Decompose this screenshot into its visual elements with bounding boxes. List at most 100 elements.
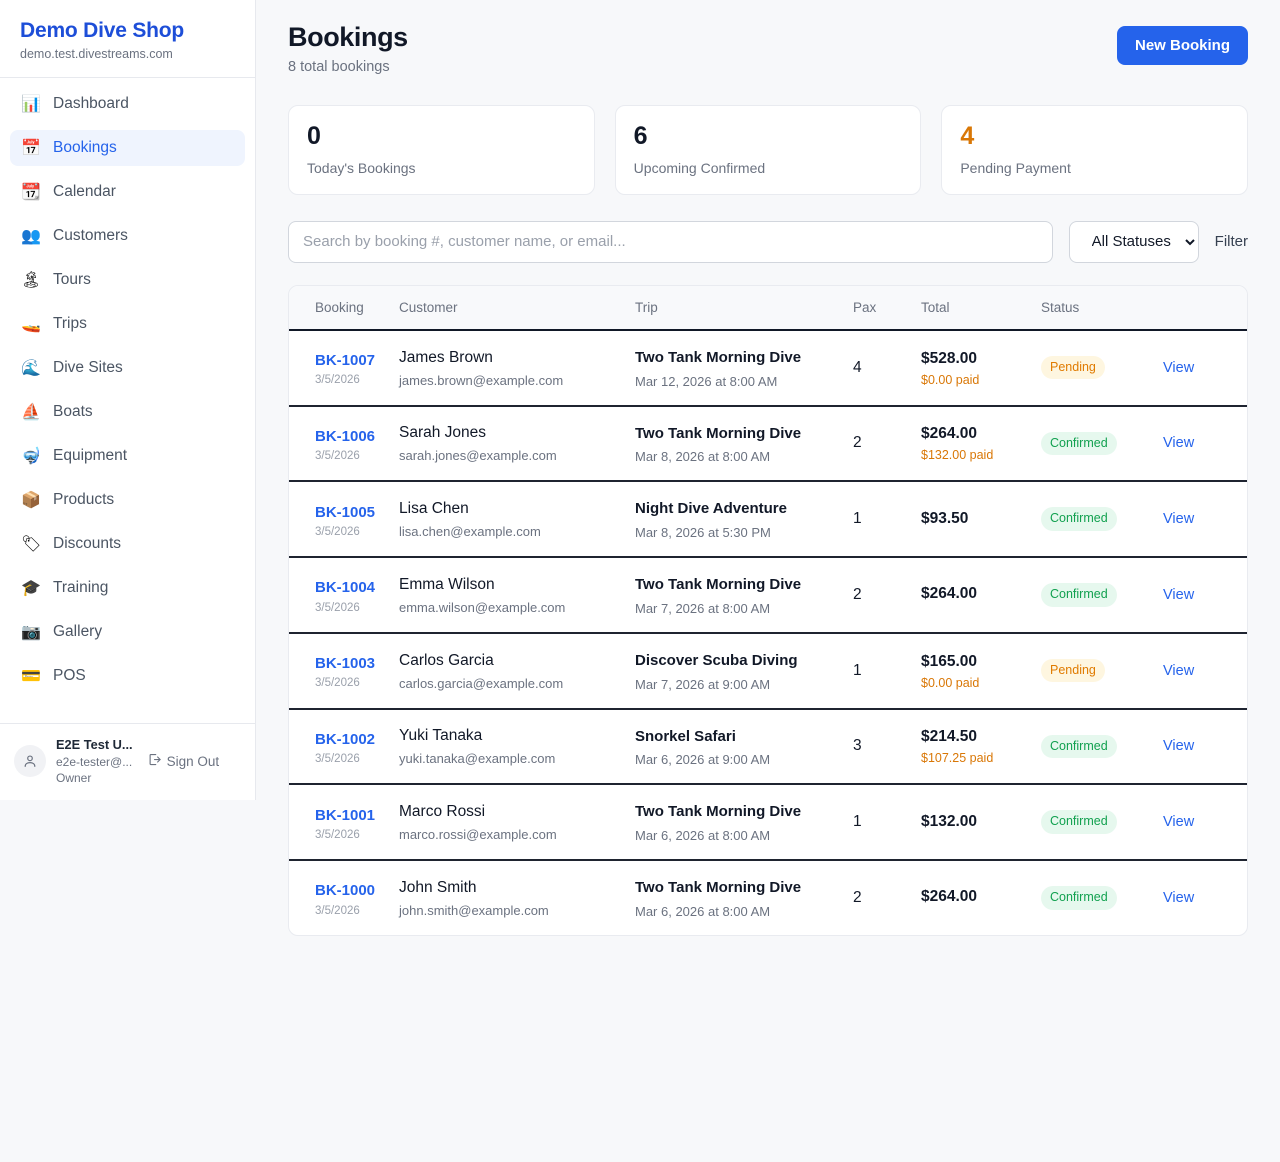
- customer-email: sarah.jones@example.com: [399, 448, 557, 464]
- cell-customer: Carlos Garcia carlos.garcia@example.com: [399, 633, 635, 709]
- trip-datetime: Mar 7, 2026 at 8:00 AM: [635, 600, 771, 616]
- cell-booking: BK-1001 3/5/2026: [289, 784, 399, 860]
- cell-pax: 2: [853, 406, 921, 482]
- table-row[interactable]: BK-1005 3/5/2026 Lisa Chen lisa.chen@exampl…: [289, 481, 1247, 557]
- sidebar-item-label: Boats: [53, 403, 93, 421]
- total-amount: $264.00: [921, 585, 978, 603]
- view-link[interactable]: View: [1163, 738, 1195, 755]
- customer-email: john.smith@example.com: [399, 902, 549, 918]
- view-link[interactable]: View: [1163, 889, 1195, 906]
- sidebar-item-label: Dive Sites: [53, 359, 123, 377]
- view-link[interactable]: View: [1163, 359, 1195, 376]
- table-row[interactable]: BK-1004 3/5/2026 Emma Wilson emma.wilson@ex…: [289, 557, 1247, 633]
- sidebar-item-dive-sites[interactable]: 🌊 Dive Sites: [10, 350, 245, 386]
- cell-total: $264.00 $132.00 paid: [921, 406, 1041, 482]
- dive-sites-icon: 🌊: [21, 358, 41, 378]
- cell-action: View: [1163, 784, 1247, 860]
- booking-date: 3/5/2026: [315, 753, 360, 765]
- cell-trip: Two Tank Morning Dive Mar 12, 2026 at 8:0…: [635, 330, 853, 406]
- view-link[interactable]: View: [1163, 511, 1195, 528]
- cell-action: View: [1163, 860, 1247, 935]
- sidebar-item-boats[interactable]: ⛵ Boats: [10, 394, 245, 430]
- status-filter-select[interactable]: All StatusesPendingConfirmedCancelledCom…: [1068, 220, 1199, 263]
- sidebar-item-dashboard[interactable]: 📊 Dashboard: [10, 86, 245, 122]
- cell-booking: BK-1005 3/5/2026: [289, 481, 399, 557]
- products-icon: 📦: [21, 490, 41, 510]
- table-row[interactable]: BK-1006 3/5/2026 Sarah Jones sarah.jones@ex…: [289, 406, 1247, 482]
- stat-card-1: 6 Upcoming Confirmed: [614, 105, 922, 195]
- sidebar-item-pos[interactable]: 💳 POS: [10, 658, 245, 694]
- table-row[interactable]: BK-1002 3/5/2026 Yuki Tanaka yuki.tanaka@ex…: [289, 709, 1247, 785]
- booking-number-link[interactable]: BK-1004: [315, 579, 376, 597]
- filter-button[interactable]: Filter: [1214, 233, 1248, 251]
- cell-action: View: [1163, 557, 1247, 633]
- booking-number-link[interactable]: BK-1002: [315, 730, 376, 748]
- booking-number-link[interactable]: BK-1007: [315, 352, 376, 369]
- sidebar-item-equipment[interactable]: 🤿 Equipment: [10, 438, 245, 474]
- pax-count: 1: [853, 510, 862, 528]
- customer-name: Emma Wilson: [399, 575, 495, 593]
- sidebar-item-bookings[interactable]: 📅 Bookings: [10, 130, 245, 167]
- stat-card-2: 4 Pending Payment: [941, 105, 1249, 195]
- view-link[interactable]: View: [1163, 586, 1195, 603]
- cell-status: Confirmed: [1041, 709, 1163, 785]
- col-header-trip: Trip: [635, 285, 853, 331]
- trip-datetime: Mar 6, 2026 at 9:00 AM: [635, 752, 771, 768]
- view-link[interactable]: View: [1163, 662, 1195, 679]
- table-row[interactable]: BK-1007 3/5/2026 James Brown james.brown@ex…: [289, 330, 1247, 406]
- table-row[interactable]: BK-1003 3/5/2026 Carlos Garcia carlos.garci…: [289, 633, 1247, 709]
- table-body: BK-1007 3/5/2026 James Brown james.brown@ex…: [289, 330, 1247, 935]
- search-input[interactable]: [288, 220, 1053, 263]
- customers-icon: 👥: [21, 226, 41, 246]
- new-booking-button[interactable]: New Booking: [1116, 26, 1248, 65]
- trip-name: Discover Scuba Diving: [635, 651, 798, 669]
- cell-trip: Discover Scuba Diving Mar 7, 2026 at 9:00…: [635, 633, 853, 709]
- status-badge: Confirmed: [1041, 583, 1117, 607]
- discounts-icon: 🏷: [21, 534, 42, 554]
- booking-number-link[interactable]: BK-1000: [315, 882, 376, 900]
- booking-number-link[interactable]: BK-1001: [315, 806, 376, 824]
- table-row[interactable]: BK-1000 3/5/2026 John Smith john.smith@exam…: [289, 860, 1247, 935]
- table-row[interactable]: BK-1001 3/5/2026 Marco Rossi marco.rossi@ex…: [289, 784, 1247, 860]
- user-role: Owner: [56, 770, 92, 785]
- booking-date: 3/5/2026: [315, 677, 360, 690]
- stat-label: Upcoming Confirmed: [633, 159, 766, 176]
- brand-name: Demo Dive Shop: [20, 19, 185, 42]
- view-link[interactable]: View: [1163, 814, 1195, 831]
- trip-name: Two Tank Morning Dive: [635, 879, 802, 896]
- sidebar-item-trips[interactable]: 🚤 Trips: [10, 306, 245, 342]
- sign-out-button[interactable]: Sign Out: [147, 752, 219, 770]
- sidebar-item-tours[interactable]: 🏝 Tours: [10, 262, 245, 298]
- bookings-table-card: Booking Customer Trip Pax Total Status B…: [288, 284, 1248, 936]
- user-profile[interactable]: E2E Test U... e2e-tester@... Owner Sign …: [0, 723, 255, 800]
- sidebar-item-label: Customers: [53, 227, 128, 245]
- status-badge: Pending: [1041, 355, 1105, 380]
- booking-number-link[interactable]: BK-1005: [315, 503, 376, 521]
- total-amount: $93.50: [921, 509, 969, 527]
- status-badge: Pending: [1041, 658, 1105, 683]
- view-link[interactable]: View: [1163, 435, 1195, 452]
- customer-name: Lisa Chen: [399, 500, 469, 518]
- sidebar-item-discounts[interactable]: 🏷 Discounts: [10, 526, 245, 562]
- main-content: Bookings 8 total bookings New Booking 0 T…: [256, 0, 1280, 936]
- sidebar-item-customers[interactable]: 👥 Customers: [10, 218, 245, 254]
- bookings-table: Booking Customer Trip Pax Total Status B…: [289, 285, 1247, 935]
- booking-number-link[interactable]: BK-1006: [315, 427, 376, 445]
- cell-status: Confirmed: [1041, 406, 1163, 482]
- status-badge: Confirmed: [1041, 886, 1117, 910]
- trip-name: Night Dive Adventure: [635, 500, 787, 518]
- col-header-total: Total: [921, 285, 1041, 331]
- user-name: E2E Test U...: [56, 737, 133, 753]
- sidebar-item-gallery[interactable]: 📷 Gallery: [10, 614, 245, 650]
- sidebar-item-training[interactable]: 🎓 Training: [10, 570, 245, 606]
- booking-number-link[interactable]: BK-1003: [315, 655, 376, 672]
- stat-card-0: 0 Today's Bookings: [288, 105, 595, 195]
- sidebar-item-calendar[interactable]: 📆 Calendar: [10, 174, 245, 210]
- cell-pax: 2: [853, 557, 921, 633]
- sidebar-item-products[interactable]: 📦 Products: [10, 482, 245, 518]
- sidebar-item-label: Equipment: [53, 447, 128, 465]
- cell-total: $214.50 $107.25 paid: [921, 709, 1041, 785]
- pax-count: 2: [853, 585, 862, 603]
- cell-booking: BK-1006 3/5/2026: [289, 406, 399, 482]
